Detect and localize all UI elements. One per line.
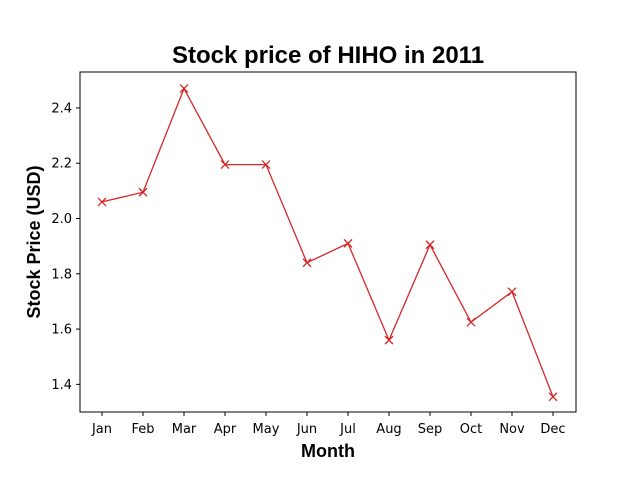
- y-tick-label: 1.6: [51, 323, 72, 338]
- x-tick-label: May: [253, 422, 280, 437]
- data-point-marker: [302, 258, 312, 268]
- x-axis: Jan Feb Mar Apr May Jun Jul Aug Sep Oct Nov Dec: [91, 412, 566, 437]
- y-tick-label: 2.4: [51, 101, 72, 116]
- y-tick-label: 1.8: [51, 267, 72, 282]
- x-tick-label: Oct: [460, 422, 482, 437]
- series-layer: [97, 84, 558, 402]
- x-tick-label: Jul: [339, 422, 356, 437]
- x-tick-label: Apr: [214, 422, 237, 437]
- data-point-marker: [343, 238, 353, 248]
- data-point-marker: [179, 84, 189, 94]
- x-tick-label: Jun: [296, 422, 317, 437]
- data-point-marker: [138, 187, 148, 197]
- x-tick-label: Sep: [418, 422, 443, 437]
- y-tick-label: 2.2: [51, 157, 72, 172]
- x-tick-label: Mar: [172, 422, 197, 437]
- data-point-marker: [261, 160, 271, 170]
- data-point-marker: [97, 197, 107, 207]
- x-tick-label: Aug: [376, 422, 401, 437]
- data-point-marker: [220, 160, 230, 170]
- y-tick-label: 2.0: [51, 212, 72, 227]
- plot-area: [79, 71, 577, 413]
- data-point-marker: [548, 392, 558, 402]
- data-point-marker: [425, 240, 435, 250]
- chart-title: Stock price of HIHO in 2011: [172, 42, 484, 69]
- x-tick-label: Dec: [540, 422, 565, 437]
- x-tick-label: Jan: [91, 422, 112, 437]
- x-tick-label: Nov: [499, 422, 525, 437]
- y-axis-label: Stock Price (USD): [24, 165, 44, 318]
- data-point-marker: [507, 287, 517, 297]
- y-axis: 1.4 1.6 1.8 2.0 2.2 2.4: [51, 101, 80, 393]
- data-point-marker: [384, 335, 394, 345]
- x-tick-label: Feb: [131, 422, 154, 437]
- y-tick-label: 1.4: [51, 378, 72, 393]
- series-line: [101, 87, 554, 398]
- x-axis-label: Month: [301, 441, 355, 461]
- data-point-marker: [466, 317, 476, 327]
